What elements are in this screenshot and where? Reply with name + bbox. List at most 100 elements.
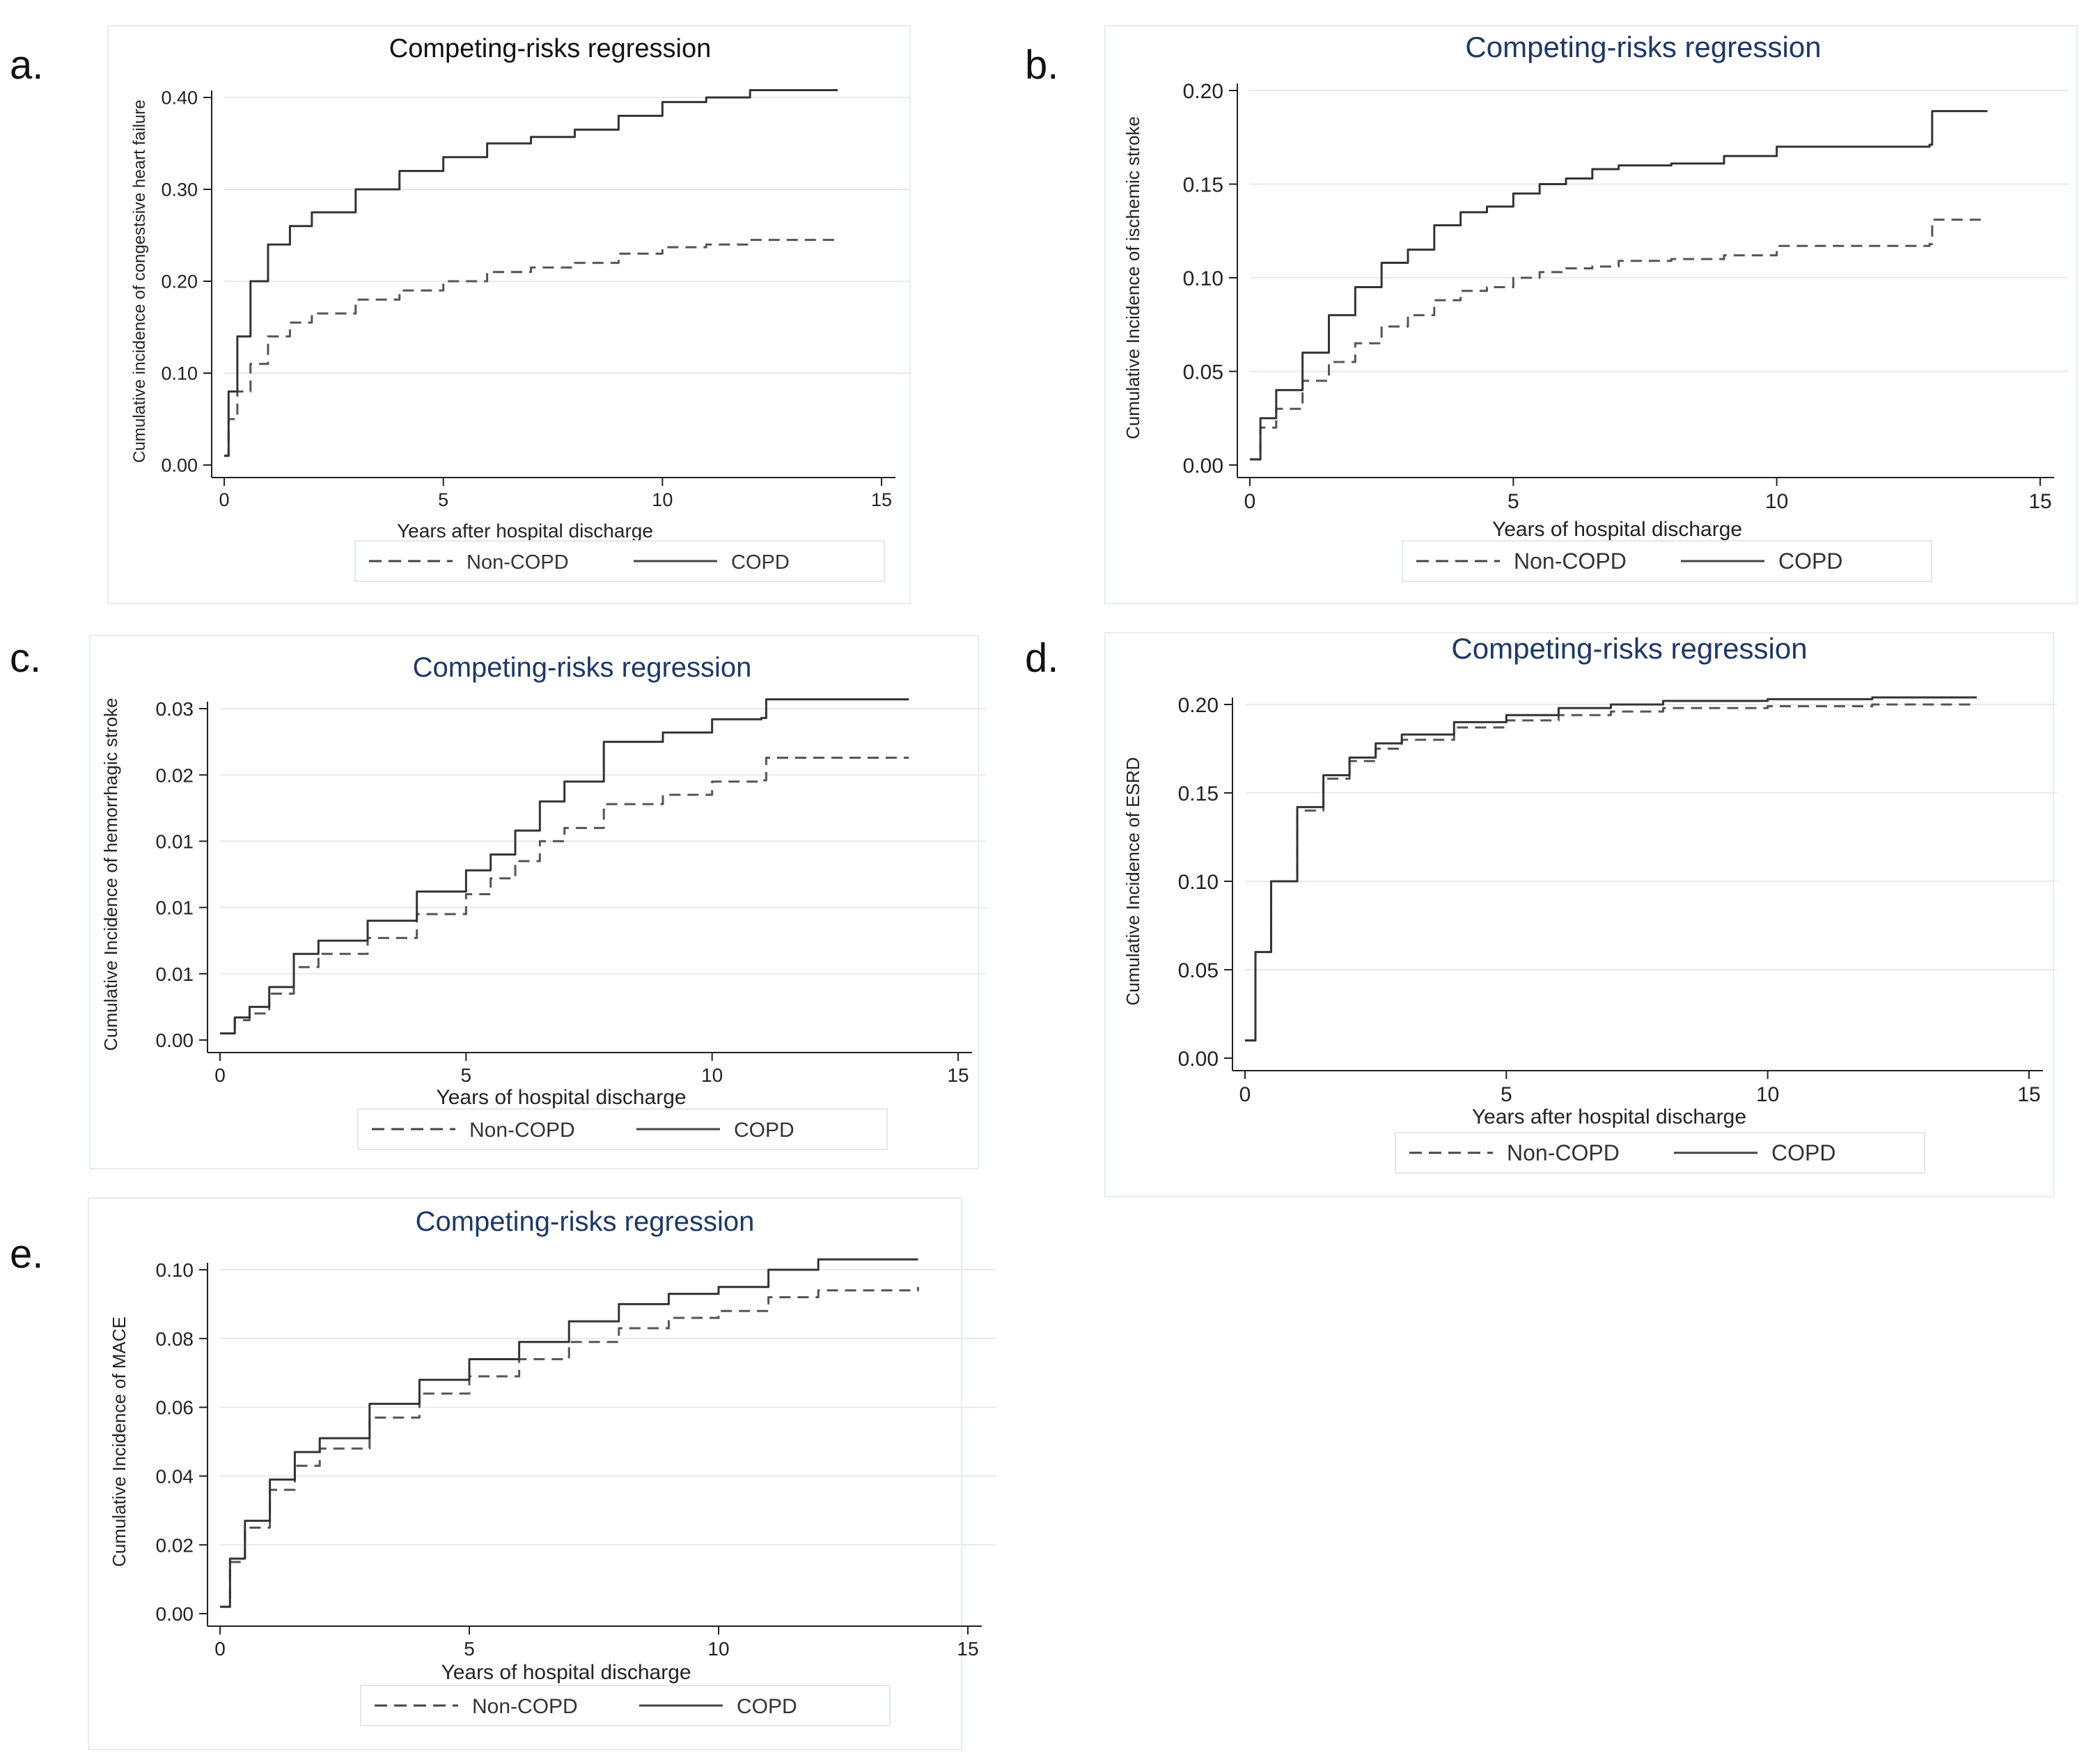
y-tick-label: 0.03 [156, 698, 194, 720]
x-tick-label: 15 [957, 1638, 978, 1660]
panel-letter-a: a. [10, 42, 44, 88]
y-tick-label: 0.10 [161, 363, 198, 384]
y-tick-label: 0.00 [1183, 455, 1223, 478]
legend-box [360, 1685, 891, 1726]
y-tick-label: 0.00 [1178, 1048, 1219, 1071]
y-tick-label: 0.02 [156, 764, 194, 786]
x-tick-label: 15 [2028, 490, 2051, 513]
x-tick-label: 10 [707, 1638, 729, 1660]
y-tick-label: 0.01 [156, 897, 194, 919]
series-line-copd [1250, 110, 1988, 461]
x-tick-label: 15 [947, 1064, 969, 1086]
x-axis-label: Years after hospital discharge [1472, 1105, 1746, 1128]
legend-label: Non-COPD [1514, 549, 1627, 574]
y-tick-label: 0.10 [1178, 871, 1219, 894]
series-line-copd [220, 1258, 918, 1608]
x-tick-label: 15 [2017, 1083, 2040, 1106]
legend-box [1402, 540, 1932, 582]
x-axis-label: Years after hospital discharge [397, 520, 653, 542]
chart-title: Competing-risks regression [1451, 632, 1807, 665]
y-tick-label: 0.40 [161, 88, 198, 109]
chart-title: Competing-risks regression [416, 1206, 755, 1237]
x-tick-label: 0 [214, 1638, 226, 1660]
y-tick-label: 0.01 [156, 830, 194, 852]
panel-letter-b: b. [1025, 42, 1059, 88]
legend-box [354, 540, 885, 582]
legend-label: Non-COPD [469, 1119, 575, 1142]
x-tick-label: 0 [1239, 1083, 1251, 1106]
y-axis-label: Cumulative Incidence of ESRD [1122, 757, 1143, 1006]
x-tick-label: 5 [1501, 1083, 1512, 1106]
series-line-copd [224, 88, 838, 457]
x-axis-label: Years of hospital discharge [436, 1086, 686, 1109]
y-tick-label: 0.15 [1178, 782, 1219, 805]
panel-letter-c: c. [10, 636, 42, 681]
legend-label: COPD [1778, 549, 1842, 574]
panel-frame-b [1104, 25, 2078, 604]
y-tick-label: 0.20 [161, 271, 198, 292]
panel-frame-a [107, 25, 911, 604]
panel-frame-c [89, 635, 979, 1170]
x-tick-label: 5 [438, 489, 448, 510]
chart-title: Competing-risks regression [413, 652, 752, 683]
panel-letter-e: e. [10, 1231, 44, 1277]
legend-label: COPD [1771, 1140, 1835, 1165]
chart-title: Competing-risks regression [389, 34, 712, 63]
y-tick-label: 0.04 [156, 1465, 194, 1487]
series-line-non-copd [220, 756, 909, 1034]
x-tick-label: 10 [652, 489, 673, 510]
legend-label: Non-COPD [472, 1695, 578, 1718]
panel-letter-d: d. [1025, 636, 1059, 681]
x-tick-label: 0 [214, 1064, 226, 1086]
x-tick-label: 10 [701, 1064, 723, 1086]
x-tick-label: 5 [464, 1638, 475, 1660]
x-tick-label: 0 [219, 489, 229, 510]
series-line-non-copd [1250, 219, 1988, 461]
legend-label: COPD [734, 1119, 794, 1142]
y-tick-label: 0.05 [1178, 959, 1219, 982]
y-tick-label: 0.20 [1178, 694, 1219, 717]
y-tick-label: 0.15 [1183, 173, 1223, 196]
chart-title: Competing-risks regression [1465, 31, 1821, 63]
y-tick-label: 0.00 [156, 1603, 194, 1625]
series-line-non-copd [224, 239, 838, 457]
y-tick-label: 0.05 [1183, 361, 1223, 384]
legend-label: Non-COPD [467, 551, 569, 574]
x-tick-label: 0 [1244, 490, 1256, 513]
legend-label: COPD [731, 551, 790, 574]
x-tick-label: 15 [871, 489, 892, 510]
y-tick-label: 0.00 [161, 455, 198, 476]
y-tick-label: 0.10 [156, 1259, 194, 1281]
y-tick-label: 0.20 [1183, 80, 1223, 103]
y-tick-label: 0.30 [161, 180, 198, 200]
y-tick-label: 0.08 [156, 1328, 194, 1350]
legend-box [1395, 1132, 1925, 1174]
x-tick-label: 10 [1756, 1083, 1779, 1106]
panel-frame-d [1104, 632, 2054, 1197]
y-axis-label: Cumulative Incidence of hemorrhagic stro… [100, 698, 121, 1050]
x-tick-label: 10 [1765, 490, 1788, 513]
series-line-copd [1245, 696, 1977, 1042]
legend-label: COPD [737, 1695, 797, 1718]
y-tick-label: 0.02 [156, 1534, 194, 1556]
series-line-copd [220, 698, 909, 1034]
y-tick-label: 0.06 [156, 1397, 194, 1419]
y-tick-label: 0.00 [156, 1030, 194, 1051]
panel-frame-e [88, 1197, 962, 1750]
x-axis-label: Years of hospital discharge [1492, 518, 1742, 541]
legend-box [357, 1108, 888, 1150]
legend-label: Non-COPD [1507, 1140, 1620, 1165]
x-tick-label: 5 [1507, 490, 1519, 513]
y-axis-label: Cumulative Incidence of ischemic stroke [1122, 116, 1143, 439]
y-axis-label: Cumulative incidence of congestsive hear… [130, 100, 149, 463]
y-tick-label: 0.01 [156, 963, 194, 985]
y-tick-label: 0.10 [1183, 267, 1223, 290]
x-tick-label: 5 [461, 1064, 472, 1086]
y-axis-label: Cumulative Incidence of MACE [109, 1316, 130, 1567]
x-axis-label: Years of hospital discharge [441, 1661, 691, 1684]
